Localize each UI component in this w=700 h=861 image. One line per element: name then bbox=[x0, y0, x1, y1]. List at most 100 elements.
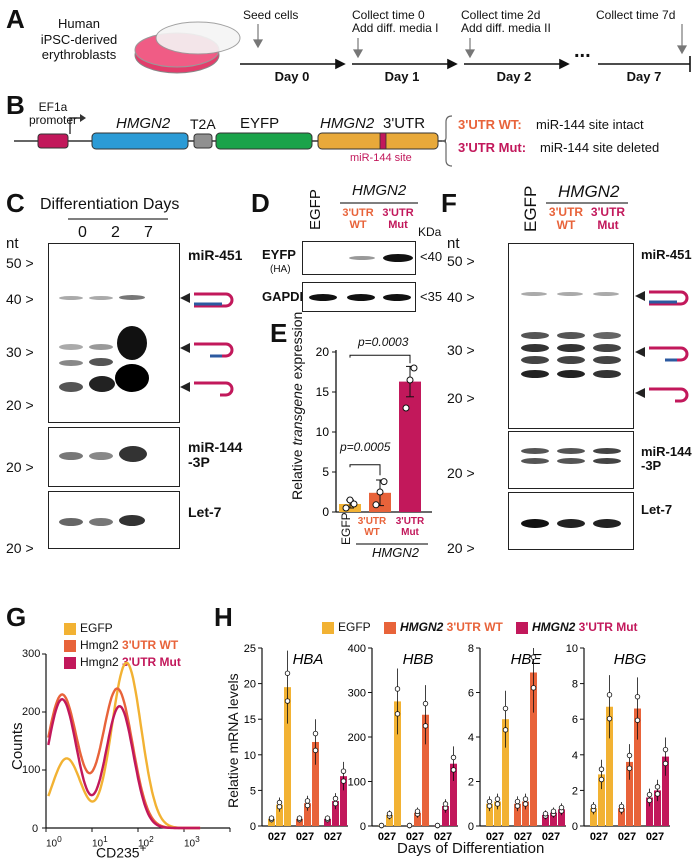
h-point bbox=[626, 752, 633, 759]
d-gene: HMGN2 bbox=[352, 182, 407, 199]
h-bar bbox=[442, 805, 449, 826]
h-point bbox=[626, 765, 633, 772]
panel-b-label: B bbox=[6, 90, 25, 120]
h-day-ticks: 027 bbox=[618, 831, 636, 843]
g-xtick-2-base: 10 bbox=[138, 838, 150, 850]
h-bar bbox=[276, 804, 283, 826]
h-legend-egfp: EGFP bbox=[338, 620, 371, 634]
d-wt: 3'UTR WT bbox=[342, 207, 374, 232]
g-legend-mut-suf: 3'UTR Mut bbox=[122, 655, 181, 669]
h-ytick-label: 2 bbox=[468, 777, 474, 789]
h-point bbox=[662, 760, 669, 767]
h-point bbox=[654, 784, 661, 790]
c-probe-mir144: miR-144 -3P bbox=[188, 439, 243, 471]
h-day-ticks: 027 bbox=[542, 831, 560, 843]
d-bracket bbox=[340, 202, 418, 204]
h-bar bbox=[340, 776, 347, 826]
h-point bbox=[386, 811, 393, 817]
h-ytick-label: 300 bbox=[348, 688, 366, 700]
h-legend-mut: HMGN2 3'UTR Mut bbox=[532, 620, 638, 634]
h-point bbox=[304, 802, 311, 809]
panel-h-label: H bbox=[214, 602, 233, 632]
h-ytick-label: 400 bbox=[348, 643, 366, 655]
h-bar bbox=[502, 719, 509, 826]
h-point bbox=[324, 815, 331, 821]
h-point bbox=[394, 686, 401, 692]
e-sig-bracket-2 bbox=[349, 464, 381, 476]
e-ytick-label: 0 bbox=[322, 505, 329, 519]
h-point bbox=[502, 727, 509, 733]
e-point bbox=[350, 500, 358, 508]
h-day-ticks: 027 bbox=[590, 831, 608, 843]
h-point bbox=[378, 822, 385, 829]
mir144-site-label: miR-144 site bbox=[350, 152, 412, 164]
d-row-eyfp-sub: (HA) bbox=[270, 264, 291, 275]
h-point bbox=[406, 822, 413, 829]
step-top-1: Collect time 0 Add diff. media I bbox=[352, 8, 439, 36]
g-xlabel-sup: + bbox=[139, 842, 147, 855]
h-legend-wt-gene: HMGN2 bbox=[400, 620, 447, 634]
f-blot-let7 bbox=[508, 492, 634, 550]
h-legend-wt: HMGN2 3'UTR WT bbox=[400, 620, 503, 634]
h-chart-title: HBG bbox=[614, 651, 647, 668]
e-x-wt: 3'UTR WT bbox=[357, 516, 387, 538]
e-p2: p=0.0005 bbox=[340, 440, 391, 454]
h-ytick-label: 200 bbox=[348, 732, 366, 744]
e-bar bbox=[399, 381, 421, 512]
h-day-ticks: 027 bbox=[514, 831, 532, 843]
h-bar bbox=[558, 809, 565, 826]
h-point bbox=[422, 700, 429, 707]
h-ytick-label: 6 bbox=[468, 688, 474, 700]
f-mut: 3'UTR Mut bbox=[590, 205, 626, 233]
h-point bbox=[450, 754, 457, 761]
g-xtick-3-base: 10 bbox=[184, 838, 196, 850]
h-bar bbox=[626, 761, 633, 826]
e-sig-bracket-1 bbox=[349, 354, 411, 364]
h-bar bbox=[634, 708, 641, 826]
h-point bbox=[606, 715, 613, 722]
h-ytick-label: 8 bbox=[468, 643, 474, 655]
g-ytick-300: 300 bbox=[22, 648, 41, 660]
h-day-ticks: 027 bbox=[268, 831, 286, 843]
g-xtick-3-exp: 3 bbox=[195, 834, 200, 844]
e-point bbox=[346, 496, 354, 504]
h-ytick-label: 4 bbox=[468, 732, 474, 744]
h-point bbox=[486, 798, 493, 805]
f-probe-mir144: miR-144 -3P bbox=[641, 444, 692, 474]
e-gene-bracket bbox=[356, 543, 428, 545]
g-legend-wt-pre: Hmgn2 bbox=[80, 638, 123, 652]
h-chart-title: HBA bbox=[293, 651, 324, 668]
h-point bbox=[662, 746, 669, 753]
h-ytick-label: 15 bbox=[244, 714, 256, 726]
f-probe-let7: Let-7 bbox=[641, 502, 673, 517]
f-blot-mir451 bbox=[508, 243, 634, 429]
h-ytick-label: 10 bbox=[244, 750, 256, 762]
h-bar bbox=[550, 812, 557, 826]
h-day-ticks: 027 bbox=[296, 831, 314, 843]
h-ytick-label: 0 bbox=[360, 821, 366, 833]
h-point bbox=[542, 811, 549, 817]
h-day-ticks: 027 bbox=[406, 831, 424, 843]
step-top-3: Collect time 7d bbox=[596, 8, 676, 22]
mut-text: miR-144 site deleted bbox=[540, 140, 660, 155]
h-ytick-label: 4 bbox=[572, 750, 578, 762]
h-ytick-label: 2 bbox=[572, 785, 578, 797]
f-probe-mir451: miR-451 bbox=[641, 247, 692, 262]
h-bar bbox=[422, 714, 429, 826]
h-day-ticks: 027 bbox=[378, 831, 396, 843]
h-point bbox=[494, 796, 501, 802]
panel-d-label: D bbox=[251, 188, 270, 218]
d-blot-gapdh bbox=[302, 282, 416, 312]
h-point bbox=[494, 801, 501, 807]
h-legend-wt-suf: 3'UTR WT bbox=[446, 620, 503, 634]
panel-e-label: E bbox=[270, 318, 288, 348]
e-point bbox=[342, 504, 350, 512]
eyfp-label: EYFP bbox=[240, 115, 280, 132]
g-xtick-0: 100 bbox=[46, 834, 62, 849]
h-bar bbox=[522, 801, 529, 826]
h-point bbox=[296, 815, 303, 821]
wt-key: 3'UTR WT: bbox=[458, 117, 522, 132]
f-marker-bot: 20 > bbox=[447, 540, 475, 556]
h-bar bbox=[394, 701, 401, 826]
h-bar bbox=[598, 774, 605, 826]
